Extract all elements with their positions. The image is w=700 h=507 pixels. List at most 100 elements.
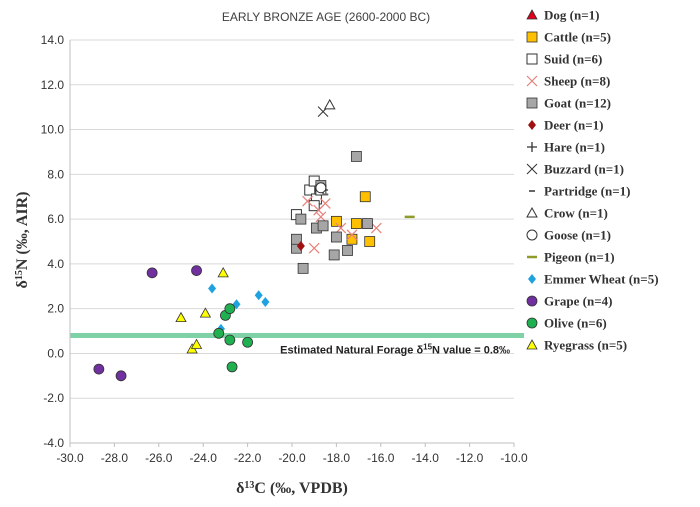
- olive-point: [213, 327, 225, 339]
- ryegrass-point: [217, 267, 229, 278]
- x-tick-label: -22.0: [234, 451, 262, 465]
- y-tick-label: 0.0: [47, 346, 64, 360]
- y-tick-label: 6.0: [47, 212, 64, 226]
- olive-point: [242, 336, 254, 348]
- suid-legend-label: Suid (n=6): [544, 52, 602, 67]
- cattle-legend-label: Cattle (n=5): [544, 30, 611, 45]
- y-tick-label: 10.0: [41, 123, 65, 137]
- cattle-point: [364, 236, 376, 247]
- goat-point: [328, 249, 340, 261]
- crow-point: [323, 98, 336, 110]
- cattle-point: [350, 218, 362, 229]
- goat-point: [291, 233, 302, 245]
- emmer-wheat-legend-marker: [528, 274, 536, 284]
- sheep-point: [315, 211, 327, 223]
- legend: Dog (n=1) Cattle (n=5) Suid (n=6) Sheep (n=…: [526, 8, 659, 353]
- x-tick-label: -14.0: [412, 451, 440, 465]
- partridge-legend-label: Partridge (n=1): [544, 184, 630, 199]
- y-tick-labels: 14.0 12.0 10.0 8.0 6.0 4.0 2.0 0.0 -2.0 -4.0: [41, 33, 65, 450]
- ryegrass-point: [190, 338, 203, 349]
- goat-point: [362, 218, 373, 229]
- goat-point: [317, 220, 329, 232]
- sheep-legend-label: Sheep (n=8): [544, 74, 610, 89]
- x-tick-label: -24.0: [190, 451, 218, 465]
- reference-line-label: Estimated Natural Forage δ15N value = 0.…: [280, 342, 510, 357]
- cattle-legend-marker: [526, 31, 538, 43]
- goat-point: [295, 213, 307, 225]
- hare-legend-marker: [527, 142, 537, 152]
- ryegrass-point: [199, 307, 212, 318]
- goose-legend-marker: [526, 229, 538, 241]
- x-tick-label: -10.0: [500, 451, 528, 465]
- sheep-point: [302, 195, 313, 207]
- reference-line-group: Estimated Natural Forage δ15N value = 0.…: [70, 333, 524, 357]
- y-tick-label: 12.0: [41, 78, 65, 92]
- pigeon-legend-label: Pigeon (n=1): [544, 250, 615, 265]
- dog-legend-label: Dog (n=1): [544, 8, 599, 23]
- x-tick-label: -20.0: [278, 451, 306, 465]
- crow-legend-label: Crow (n=1): [544, 206, 608, 221]
- x-tick-label: -28.0: [101, 451, 129, 465]
- x-tick-labels: -30.0 -28.0 -26.0 -24.0 -22.0 -20.0 -18.0 -16.0…: [56, 451, 528, 465]
- goat-point: [330, 231, 342, 243]
- deer-legend-label: Deer (n=1): [544, 118, 604, 133]
- olive-point: [226, 361, 238, 373]
- olive-legend-label: Olive (n=6): [544, 316, 607, 331]
- x-tick-label: -18.0: [323, 451, 351, 465]
- ryegrass-legend-label: Ryegrass (n=5): [544, 338, 627, 353]
- sheep-point: [308, 242, 320, 254]
- goose-legend-label: Goose (n=1): [544, 228, 611, 243]
- sheep-point: [370, 222, 382, 234]
- cattle-point: [330, 215, 342, 227]
- ryegrass-legend-marker: [526, 339, 538, 350]
- y-tick-label: 8.0: [47, 167, 64, 181]
- y-tick-label: 2.0: [47, 302, 64, 316]
- hare-legend-label: Hare (n=1): [544, 140, 605, 155]
- grape-legend-marker: [526, 295, 538, 307]
- goat-point: [350, 151, 362, 162]
- x-tick-label: -30.0: [56, 451, 84, 465]
- crow-legend-marker: [526, 206, 538, 218]
- goat-legend-marker: [526, 97, 538, 109]
- emmer-wheat-point: [254, 290, 263, 301]
- goat-point: [342, 245, 353, 256]
- goose-point: [315, 182, 327, 194]
- x-tick-label: -12.0: [456, 451, 484, 465]
- y-tick-label: 14.0: [41, 33, 65, 47]
- sheep-point: [335, 222, 347, 234]
- emmer-wheat-legend-label: Emmer Wheat (n=5): [544, 272, 659, 287]
- chart-title: EARLY BRONZE AGE (2600-2000 BC): [222, 10, 430, 24]
- sheep-point: [346, 229, 358, 241]
- cattle-point: [346, 233, 358, 245]
- x-tick-label: -16.0: [367, 451, 395, 465]
- grape-point: [146, 267, 158, 279]
- grape-point: [93, 363, 105, 375]
- deer-legend-marker: [528, 120, 536, 130]
- grape-point: [115, 370, 127, 382]
- goat-point: [297, 262, 309, 274]
- grape-legend-label: Grape (n=4): [544, 294, 612, 309]
- emmer-wheat-point: [208, 283, 217, 294]
- sheep-point: [319, 198, 331, 209]
- olive-point: [224, 334, 236, 346]
- grape-point: [191, 265, 202, 277]
- axes: [69, 40, 515, 447]
- suid-legend-marker: [526, 53, 538, 65]
- emmer-wheat-point: [261, 296, 270, 307]
- y-tick-label: -4.0: [43, 436, 64, 450]
- olive-point: [224, 303, 236, 315]
- y-tick-label: -2.0: [43, 391, 64, 405]
- buzzard-legend-label: Buzzard (n=1): [544, 162, 624, 177]
- olive-legend-marker: [526, 317, 538, 329]
- y-tick-label: 4.0: [47, 257, 64, 271]
- ryegrass-point: [175, 311, 187, 323]
- dog-legend-marker: [526, 9, 538, 20]
- buzzard-legend-marker: [526, 163, 538, 175]
- sheep-legend-marker: [526, 75, 538, 87]
- cattle-point: [359, 191, 371, 203]
- x-tick-label: -26.0: [145, 451, 173, 465]
- data-points: [93, 98, 415, 382]
- deer-point: [296, 240, 305, 251]
- y-axis-label: δ15N (‰, AIR): [14, 192, 32, 289]
